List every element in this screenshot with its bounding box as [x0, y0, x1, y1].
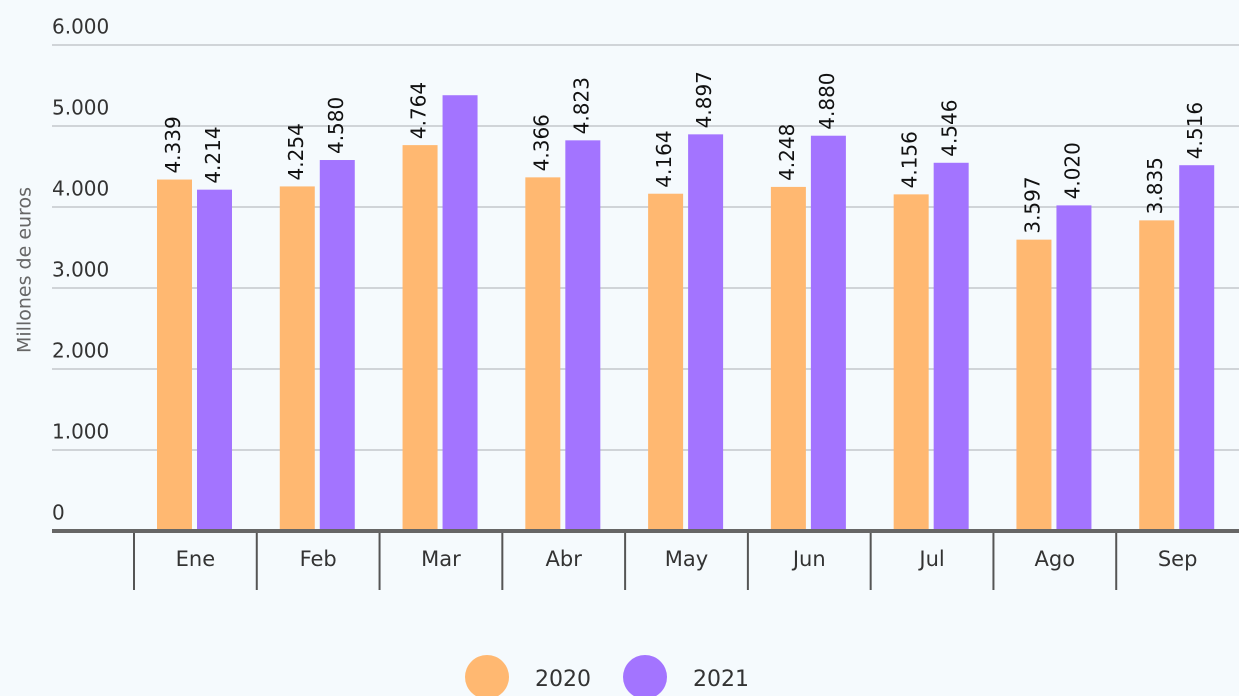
- y-tick-label: 1.000: [52, 420, 109, 444]
- x-tick-label: Ene: [176, 547, 216, 571]
- bar: [1016, 239, 1052, 531]
- legend-label: 2020: [535, 667, 591, 692]
- bar: [279, 186, 315, 531]
- bar: [648, 193, 684, 531]
- value-label: 4.156: [898, 131, 922, 188]
- y-axis-title: Millones de euros: [14, 187, 36, 353]
- value-label: 3.835: [1143, 157, 1167, 214]
- x-tick-label: Jul: [917, 547, 944, 571]
- legend-label: 2021: [693, 667, 749, 692]
- value-label: 4.339: [161, 116, 185, 173]
- value-label: 4.248: [775, 124, 799, 181]
- bar: [1179, 165, 1215, 532]
- value-label: 4.214: [201, 126, 225, 183]
- value-label: 3.597: [1020, 176, 1044, 233]
- x-tick-label: Abr: [546, 547, 583, 571]
- bar: [319, 160, 355, 531]
- y-tick-label: 6.000: [52, 15, 109, 39]
- value-label: 4.164: [652, 130, 676, 187]
- y-tick-label: 0: [52, 501, 65, 525]
- y-tick-label: 5.000: [52, 96, 109, 120]
- bar: [442, 95, 478, 531]
- value-label: 4.823: [569, 77, 593, 134]
- value-label: 4.580: [324, 97, 348, 154]
- bar: [810, 135, 846, 531]
- bar: [565, 140, 601, 531]
- bar: [770, 186, 806, 532]
- bar: [525, 177, 561, 531]
- y-tick-label: 3.000: [52, 258, 109, 282]
- legend-marker: [623, 655, 667, 696]
- bar: [197, 189, 232, 531]
- x-tick-label: May: [665, 547, 708, 571]
- bar: [688, 134, 724, 531]
- y-tick-label: 4.000: [52, 177, 109, 201]
- bar: [893, 194, 929, 531]
- value-label: 4.546: [938, 100, 962, 157]
- value-label: 4.516: [1183, 102, 1207, 159]
- bar: [157, 179, 192, 531]
- value-label: 4.020: [1060, 142, 1084, 199]
- x-tick-label: Mar: [421, 547, 461, 571]
- y-tick-label: 2.000: [52, 339, 109, 363]
- x-tick-label: Jun: [791, 547, 826, 571]
- value-label: 4.880: [815, 72, 839, 129]
- value-label: 4.764: [407, 82, 431, 139]
- value-label: 4.366: [529, 114, 553, 171]
- x-tick-label: Sep: [1158, 547, 1198, 571]
- bar: [933, 162, 969, 532]
- bar: [1056, 205, 1092, 531]
- x-tick-label: Feb: [300, 547, 337, 571]
- bar: [402, 145, 438, 531]
- x-tick-label: Ago: [1035, 547, 1076, 571]
- value-label: 4.254: [284, 123, 308, 180]
- bar: [1139, 220, 1175, 532]
- legend-marker: [465, 655, 509, 696]
- value-label: 4.897: [692, 71, 716, 128]
